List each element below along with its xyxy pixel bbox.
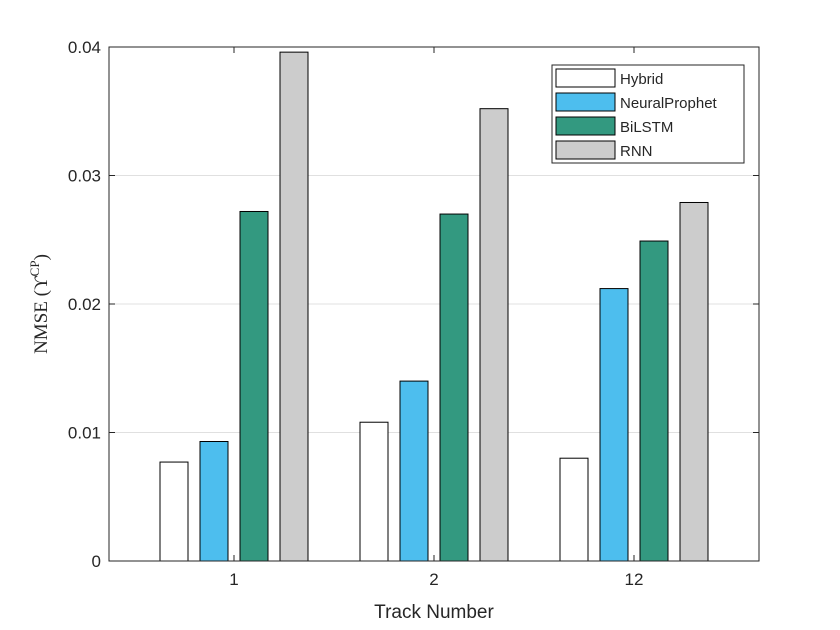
bar-rnn (679, 201, 709, 562)
legend-swatch (555, 68, 616, 88)
bar-bilstm (639, 240, 669, 562)
y-axis-label-text: NMSE ( (31, 290, 52, 354)
bar-hybrid (159, 461, 189, 562)
legend-swatch (555, 92, 616, 112)
legend-label: RNN (620, 143, 653, 160)
x-tick-label: 12 (625, 570, 644, 589)
x-axis-ticks: 1 2 12 (229, 47, 643, 589)
legend-label: BiLSTM (620, 119, 673, 136)
bar-neuralprophet (599, 288, 629, 562)
svg-text:NMSE (ϒCP): NMSE (ϒCP) (27, 254, 52, 354)
x-axis-label: Track Number (374, 602, 494, 623)
y-tick-label: 0 (92, 552, 101, 571)
legend-label: Hybrid (620, 71, 663, 88)
bar-rnn (479, 108, 509, 562)
bar-neuralprophet (399, 380, 429, 562)
legend-label: NeuralProphet (620, 95, 718, 112)
bar-rnn (279, 51, 309, 562)
y-axis-label-superscript: CP (27, 260, 42, 276)
y-tick-label: 0.01 (68, 424, 101, 443)
bar-bilstm (239, 210, 269, 562)
legend-swatch (555, 116, 616, 136)
y-tick-label: 0.04 (68, 38, 101, 57)
bars (159, 51, 709, 562)
legend: Hybrid NeuralProphet BiLSTM RNN (551, 64, 745, 164)
y-tick-label: 0.03 (68, 167, 101, 186)
y-axis-label: NMSE (ϒCP) (27, 254, 52, 354)
bar-bilstm (439, 213, 469, 562)
bar-neuralprophet (199, 440, 229, 562)
y-axis-ticks: 0 0.01 0.02 0.03 0.04 (68, 38, 759, 571)
bar-hybrid (559, 457, 589, 562)
bar-hybrid (359, 421, 389, 562)
legend-swatch (555, 140, 616, 160)
x-tick-label: 1 (229, 570, 238, 589)
x-tick-label: 2 (429, 570, 438, 589)
y-axis-label-symbol: ϒ (31, 276, 52, 290)
y-tick-label: 0.02 (68, 295, 101, 314)
y-axis-label-close: ) (31, 254, 52, 260)
